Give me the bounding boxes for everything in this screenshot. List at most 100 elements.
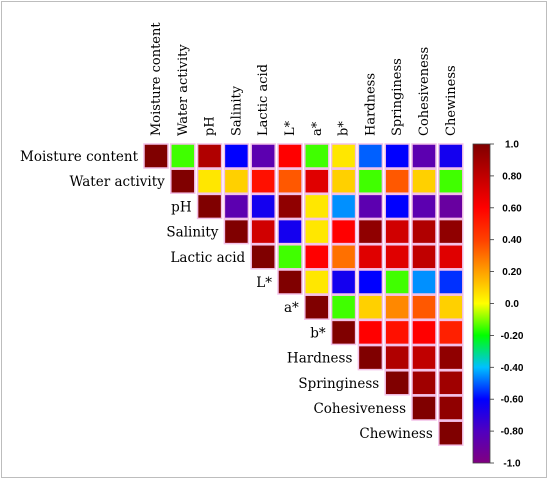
heatmap-cell-l-star-b-star [330,269,357,295]
heatmap-cell-springiness-chewiness [438,370,464,396]
row-label-moisture-content: Moisture content [20,149,139,165]
colorbar-tick-label: 0.0 [505,299,519,310]
heatmap-cell-ph-chewiness [438,193,464,220]
heatmap-cell-lactic-acid-springiness [384,244,410,270]
column-label-hardness: Hardness [363,73,378,136]
heatmap-cell-water-activity-cohesiveness [411,168,437,194]
column-label-chewiness: Chewiness [444,65,459,136]
row-label-chewiness: Chewiness [359,426,432,442]
heatmap-cell-l-star-cohesiveness [411,269,437,295]
heatmap-cell-water-activity-l-star [277,168,303,194]
colorbar-tick-label: 0.20 [502,267,522,278]
row-label-hardness: Hardness [287,351,353,367]
heatmap-cell-moisture-content-hardness [357,143,384,169]
heatmap-cell-moisture-content-ph [196,143,223,169]
heatmap-cell-salinity-b-star [330,218,357,245]
column-label-lactic-acid: Lactic acid [256,64,271,136]
colorbar-tick-label: 0.60 [502,203,522,214]
heatmap-cell-water-activity-lactic-acid [250,168,276,194]
row-label-lactic-acid: Lactic acid [170,250,245,266]
heatmap-cell-moisture-content-water-activity [170,143,196,169]
heatmap-cell-cohesiveness-cohesiveness [411,395,437,421]
colorbar-bar [472,143,491,464]
heatmap-cell-ph-lactic-acid [250,193,276,220]
heatmap-cell-b-star-chewiness [438,319,464,346]
column-label-a-star: a* [310,121,325,136]
row-label-ph: pH [171,199,192,215]
heatmap-cell-a-star-springiness [384,294,410,320]
heatmap-cell-moisture-content-lactic-acid [250,143,276,169]
heatmap-cell-ph-l-star [277,193,303,220]
column-label-l-star: L* [283,120,298,136]
heatmap-cell-ph-hardness [357,193,384,220]
heatmap-cell-a-star-cohesiveness [411,294,437,320]
heatmap-cell-lactic-acid-lactic-acid [250,244,276,270]
heatmap-cell-cohesiveness-chewiness [438,395,464,421]
row-label-water-activity: Water activity [70,174,166,190]
column-label-springiness: Springiness [390,58,405,136]
heatmap-cell-salinity-hardness [357,218,384,245]
heatmap-cell-moisture-content-a-star [304,143,330,169]
heatmap-cell-lactic-acid-hardness [357,244,384,270]
heatmap-cell-moisture-content-cohesiveness [411,143,437,169]
row-label-b-star: b* [310,325,326,341]
heatmap-cell-hardness-hardness [357,344,384,371]
heatmap-cell-moisture-content-l-star [277,143,303,169]
heatmap-cell-water-activity-b-star [330,168,357,194]
row-label-a-star: a* [284,300,299,316]
heatmap-cell-springiness-springiness [384,370,410,396]
heatmap-cell-a-star-hardness [357,294,384,320]
row-label-salinity: Salinity [166,225,218,241]
colorbar-tick-label: -0.40 [501,363,524,374]
heatmap-cell-b-star-b-star [330,319,357,346]
heatmap-cell-water-activity-hardness [357,168,384,194]
column-label-salinity: Salinity [229,85,244,136]
heatmap-cell-lactic-acid-l-star [277,244,303,270]
heatmap-cell-ph-a-star [304,193,330,220]
row-label-springiness: Springiness [298,376,379,392]
heatmap-cell-water-activity-ph [196,168,223,194]
heatmap-cell-moisture-content-moisture-content [143,143,169,169]
heatmap-cell-moisture-content-springiness [384,143,410,169]
heatmap-cell-water-activity-chewiness [438,168,464,194]
heatmap-cell-water-activity-a-star [304,168,330,194]
heatmap-cell-lactic-acid-b-star [330,244,357,270]
heatmap-cell-hardness-cohesiveness [411,344,437,371]
colorbar-tick-label: 0.40 [502,235,522,246]
column-label-cohesiveness: Cohesiveness [417,47,432,136]
heatmap-cell-l-star-hardness [357,269,384,295]
colorbar-tick-label: -0.20 [501,331,524,342]
heatmap-cell-hardness-springiness [384,344,410,371]
heatmap-cell-a-star-b-star [330,294,357,320]
heatmap-cell-lactic-acid-a-star [304,244,330,270]
heatmap-cell-salinity-salinity [223,218,250,245]
heatmap-cell-salinity-a-star [304,218,330,245]
heatmap-cell-water-activity-salinity [223,168,250,194]
heatmap-cell-chewiness-chewiness [438,420,464,446]
heatmap-cell-ph-salinity [223,193,250,220]
colorbar: 1.0 0.80 0.60 0.40 0.20 0.0 -0.20 -0.40 -0.60 -0.… [472,140,524,470]
column-label-b-star: b* [337,121,352,136]
heatmap-cell-water-activity-springiness [384,168,410,194]
heatmap-cell-hardness-chewiness [438,344,464,371]
heatmap-cell-ph-springiness [384,193,410,220]
column-label-water-activity: Water activity [176,44,191,136]
heatmap-cells [143,143,464,446]
heatmap-cell-salinity-cohesiveness [411,218,437,245]
heatmap-cell-salinity-lactic-acid [250,218,276,245]
heatmap-cell-salinity-springiness [384,218,410,245]
heatmap-cell-springiness-cohesiveness [411,370,437,396]
row-label-l-star: L* [256,275,272,291]
heatmap-cell-moisture-content-b-star [330,143,357,169]
heatmap-cell-l-star-chewiness [438,269,464,295]
heatmap-cell-b-star-cohesiveness [411,319,437,346]
heatmap-cell-b-star-springiness [384,319,410,346]
heatmap-cell-salinity-chewiness [438,218,464,245]
heatmap-cell-a-star-a-star [304,294,330,320]
row-label-cohesiveness: Cohesiveness [313,401,406,417]
heatmap-cell-water-activity-water-activity [170,168,196,194]
column-label-moisture-content: Moisture content [149,22,164,136]
heatmap-cell-l-star-a-star [304,269,330,295]
